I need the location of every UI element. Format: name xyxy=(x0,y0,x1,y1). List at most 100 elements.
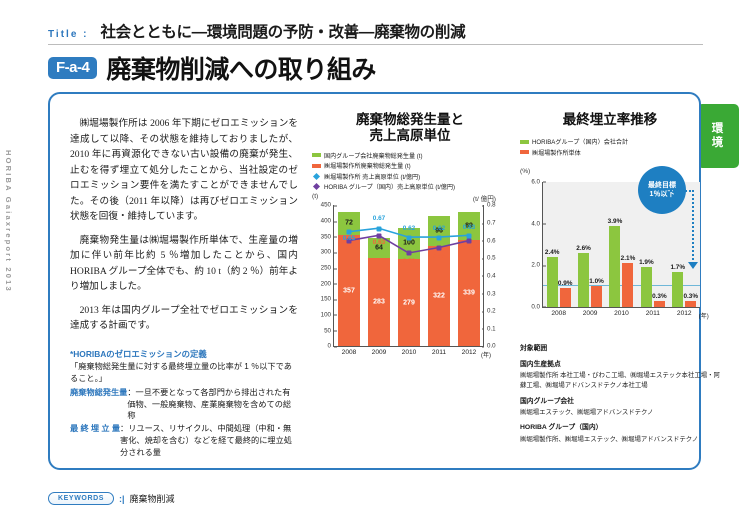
bar-column: 100 279 2010 xyxy=(398,205,420,356)
legend-swatch-icon xyxy=(520,150,529,155)
legend-label: 国内グループ会社廃棄物総発生量 (t) xyxy=(324,152,423,160)
legend-item: ㈱堀場製作所 売上高原単位 (t/億円) xyxy=(312,172,508,181)
legend-label: ㈱堀場製作所廃棄物総発生量 (t) xyxy=(324,163,411,171)
section-heading: 廃棄物削減への取り組み xyxy=(106,56,376,84)
bar-value-label: 339 xyxy=(463,289,475,297)
y-tick: 0.0 xyxy=(531,303,546,310)
bar-value-label: 3.9% xyxy=(607,217,623,225)
bar-group-total: 3.9% xyxy=(608,218,622,307)
bar-value-label: 96 xyxy=(435,227,443,235)
x-tick-label: 2009 xyxy=(582,309,598,317)
threshold-line xyxy=(543,284,700,287)
x-tick-label: 2010 xyxy=(401,349,417,357)
bar-segment-group-total: 72 xyxy=(338,212,360,235)
y-tick-left: 450 xyxy=(321,202,337,209)
page-title: 社会とともに—環境問題の予防・改善—廃棄物の削減 xyxy=(100,24,466,41)
y-tick-left: 300 xyxy=(321,249,337,256)
legend-item: HORIBAグループ（国内）会社合計 xyxy=(520,137,700,146)
bar-value-label: 0.9% xyxy=(557,280,573,288)
legend-marker-icon xyxy=(312,183,321,191)
bar-segment-horiba: 283 xyxy=(368,257,390,347)
scope-block-title: HORIBA グループ（国内） xyxy=(520,424,603,432)
x-tick-label: 2008 xyxy=(551,309,567,317)
bar-column: 96 322 2011 xyxy=(428,205,450,356)
chart-landfill-rate: 最終埋立率推移 HORIBAグループ（国内）会社合計 ㈱堀場製作所単体 (%) … xyxy=(520,112,709,320)
bar-group-total: 1.7% xyxy=(670,264,685,307)
y-tick-right: 0.3 xyxy=(481,290,496,297)
bar-series-group: 72 357 2008 64 283 20 xyxy=(334,205,491,359)
chart-title-line-1: 廃棄物総発生量と xyxy=(356,112,464,127)
scope-heading: 対象範囲 xyxy=(520,345,548,352)
bar-value-label: 1.0% xyxy=(589,278,604,286)
legend-swatch-icon xyxy=(312,153,321,158)
goal-dotted-connector xyxy=(670,189,694,192)
scope-block: HORIBA グループ（国内） ㈱堀場製作所、㈱堀場エステック、㈱堀場アドバンス… xyxy=(520,423,720,444)
content-panel: ㈱堀場製作所は 2006 年下期にゼロエミッションを達成して以降、その状態を維持… xyxy=(48,92,720,470)
bar-value-label: 1.7% xyxy=(670,263,686,271)
chart-title: 廃棄物総発生量と 売上高原単位 xyxy=(312,112,508,145)
bar-value-label: 322 xyxy=(433,292,445,300)
bar-segment-group-total: 100 xyxy=(398,227,420,260)
scope-block: 国内生産拠点 ㈱堀場製作所 本社工場・びわこ工場、㈱堀場エステック本社工場・阿蘇… xyxy=(520,360,720,390)
chart-legend: 国内グループ会社廃棄物総発生量 (t) ㈱堀場製作所廃棄物総発生量 (t) ㈱堀… xyxy=(312,151,508,191)
page-title-row: Title : 社会とともに—環境問題の予防・改善—廃棄物の削減 xyxy=(48,20,466,42)
scope-block-text: ㈱堀場製作所 本社工場・びわこ工場、㈱堀場エステック本社工場・阿蘇工場、㈱堀場ア… xyxy=(520,372,720,389)
goal-label-line-2: 1％以下 xyxy=(649,190,675,198)
bar-value-label: 0.3% xyxy=(652,292,667,300)
bar-segment-group-total: 89 xyxy=(458,212,480,241)
legend-item: HORIBA グループ（国内）売上高原単位 (t/億円) xyxy=(312,182,508,191)
body-text-column: ㈱堀場製作所は 2006 年下期にゼロエミッションを達成して以降、その状態を維持… xyxy=(70,116,298,460)
bar-group-total: 1.9% xyxy=(639,259,654,307)
y-tick-left: 400 xyxy=(321,218,337,225)
y-axis-unit-right: (t/ 億円) xyxy=(472,196,496,204)
scope-block: 国内グループ会社 ㈱堀場エステック、㈱堀場アドバンスドテクノ xyxy=(520,397,720,418)
bar-value-label: 0.3% xyxy=(683,292,699,300)
body-paragraph: ㈱堀場製作所は 2006 年下期にゼロエミッションを達成して以降、その状態を維持… xyxy=(70,118,298,223)
x-axis-unit: (年) xyxy=(698,313,709,320)
body-paragraph: 2013 年は国内グループ全社でゼロエミッションを達成する計画です。 xyxy=(70,304,298,332)
definition-quote: 「廃棄物総発生量に対する最終埋立量の比率が 1 ％以下であること。」 xyxy=(70,361,292,383)
chart-title-line-2: 売上高原単位 xyxy=(369,128,451,144)
x-axis-unit: (年) xyxy=(481,353,491,360)
page-spine-label: HORIBA Gaiaxreport 2013 xyxy=(4,150,13,293)
y-tick-right: 0.0 xyxy=(481,343,496,350)
definition-term: 最 終 埋 立 量 xyxy=(70,424,121,434)
definition-box: *HORIBAのゼロエミッションの定義 「廃棄物総発生量に対する最終埋立量の比率… xyxy=(70,348,298,459)
y-axis-unit: (%) xyxy=(520,167,531,175)
header-divider xyxy=(48,44,703,45)
legend-label: HORIBA グループ（国内）売上高原単位 (t/億円) xyxy=(324,184,455,192)
title-label: Title : xyxy=(48,29,89,40)
legend-item: ㈱堀場製作所廃棄物総発生量 (t) xyxy=(312,161,508,170)
keywords-button[interactable]: KEYWORDS xyxy=(48,492,115,505)
bar-horiba: 0.9% xyxy=(558,280,572,307)
chart-waste-generation: 廃棄物総発生量と 売上高原単位 国内グループ会社廃棄物総発生量 (t) ㈱堀場製… xyxy=(312,112,508,359)
x-tick-label: 2011 xyxy=(645,309,660,317)
definition-term: 廃棄物総発生量 xyxy=(70,387,128,397)
y-axis-unit-left: (t) xyxy=(312,193,319,201)
scope-block-title: 国内生産拠点 xyxy=(520,361,561,369)
bar-value-label: 357 xyxy=(343,287,355,295)
scope-notes: 対象範囲 国内生産拠点 ㈱堀場製作所 本社工場・びわこ工場、㈱堀場エステック本社… xyxy=(520,344,720,444)
goal-label-line-1: 最終目標 xyxy=(648,181,676,189)
category-tab-char-1: 環 xyxy=(711,122,725,135)
y-tick-right: 0.2 xyxy=(481,308,496,315)
legend-swatch-icon xyxy=(312,163,321,168)
scope-block-text: ㈱堀場製作所、㈱堀場エステック、㈱堀場アドバンスドテクノ xyxy=(520,435,699,443)
x-tick-label: 2010 xyxy=(614,309,629,317)
x-tick-label: 2008 xyxy=(341,349,357,357)
goal-arrow-icon xyxy=(688,261,698,269)
bar-column: 3.9% 2.1% 2010 xyxy=(608,182,636,317)
definition-title: *HORIBAのゼロエミッションの定義 xyxy=(70,348,207,359)
y-tick-right: 0.7 xyxy=(481,220,496,227)
definition-item: 廃棄物総発生量 ：一旦不要となって各部門から排出された有価物、一般廃棄物、産業廃… xyxy=(70,387,298,423)
bar-segment-horiba: 322 xyxy=(428,245,450,347)
bar-horiba: 2.1% xyxy=(621,255,635,307)
x-tick-label: 2009 xyxy=(371,349,387,357)
bar-column: 72 357 2008 xyxy=(338,205,360,356)
legend-marker-icon xyxy=(312,172,321,180)
legend-label: ㈱堀場製作所 売上高原単位 (t/億円) xyxy=(324,173,421,181)
x-tick-label: 2012 xyxy=(676,309,692,317)
x-tick-label: 2011 xyxy=(431,349,447,357)
chart-legend: HORIBAグループ（国内）会社合計 ㈱堀場製作所単体 xyxy=(520,137,700,157)
